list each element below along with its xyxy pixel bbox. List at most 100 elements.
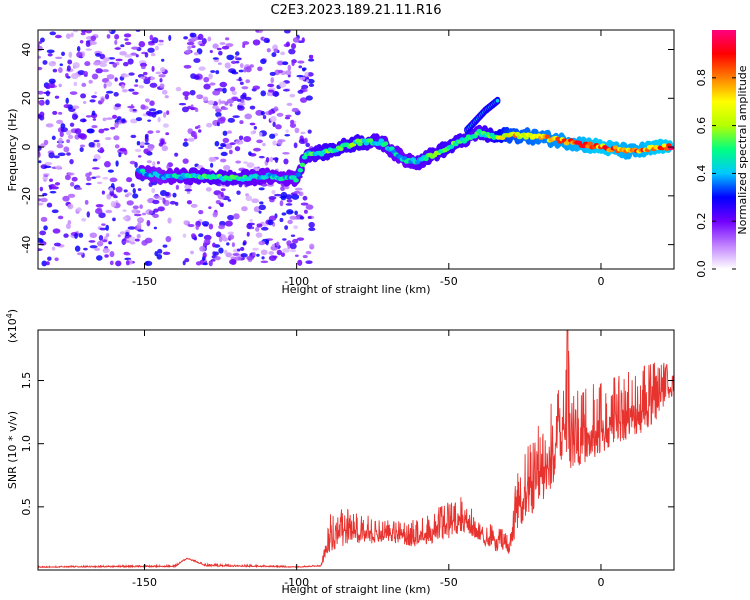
noise-speckle [219, 81, 228, 88]
noise-speckle [244, 66, 252, 73]
noise-speckle [96, 255, 103, 261]
noise-speckle [99, 62, 107, 68]
noise-speckle [76, 46, 81, 52]
noise-speckle [104, 254, 109, 258]
noise-speckle [142, 71, 148, 76]
noise-speckle [290, 119, 295, 125]
noise-speckle [49, 31, 57, 36]
ridge-core [299, 162, 306, 168]
ridge-core [337, 146, 344, 152]
noise-speckle [74, 128, 82, 135]
noise-speckle [43, 225, 48, 231]
noise-speckle [96, 240, 104, 247]
colorbar-tick-label: 0.0 [695, 260, 708, 278]
noise-speckle [159, 78, 163, 83]
spectrogram-frame [37, 29, 675, 270]
noise-speckle [271, 52, 277, 58]
noise-speckle [66, 139, 71, 144]
noise-speckle [292, 37, 300, 43]
noise-speckle [276, 112, 284, 117]
noise-speckle [165, 235, 172, 243]
noise-speckle [229, 86, 236, 92]
noise-speckle [178, 102, 187, 106]
noise-speckle [215, 108, 222, 113]
noise-speckle [226, 242, 230, 246]
snr-frame [37, 329, 675, 571]
noise-speckle [256, 139, 263, 144]
noise-speckle [250, 131, 256, 135]
noise-speckle [239, 120, 244, 125]
noise-speckle [187, 223, 195, 228]
noise-speckle [125, 260, 130, 266]
noise-speckle [132, 91, 139, 95]
noise-speckle [253, 206, 261, 213]
noise-speckle [273, 48, 279, 53]
noise-speckle [193, 74, 200, 80]
y-tick-label: -20 [20, 187, 33, 205]
noise-speckle [144, 98, 150, 103]
noise-speckle [80, 93, 87, 99]
noise-speckle [76, 51, 83, 58]
noise-speckle [59, 63, 64, 67]
noise-speckle [38, 113, 42, 119]
noise-speckle [48, 78, 56, 84]
noise-speckle [181, 106, 189, 113]
noise-speckle [228, 149, 233, 155]
noise-speckle [195, 261, 202, 266]
noise-speckle [259, 201, 264, 205]
noise-speckle [280, 195, 287, 201]
x-tick-label: -100 [284, 576, 309, 589]
noise-speckle [251, 198, 260, 204]
noise-speckle [104, 93, 110, 100]
noise-speckle [91, 73, 99, 80]
noise-speckle [132, 108, 137, 112]
noise-speckle [291, 107, 299, 113]
noise-speckle [88, 171, 92, 176]
noise-speckle [241, 86, 249, 90]
noise-speckle [151, 65, 155, 72]
noise-speckle [95, 203, 104, 208]
noise-speckle [159, 83, 165, 89]
noise-speckle [234, 146, 241, 152]
ridge-core [423, 156, 429, 162]
noise-speckle [152, 161, 156, 168]
noise-speckle [101, 78, 110, 83]
noise-speckle [258, 240, 266, 246]
noise-speckle [123, 74, 130, 78]
noise-speckle [128, 72, 135, 76]
noise-speckle [191, 45, 196, 49]
noise-speckle [43, 91, 51, 95]
noise-speckle [293, 142, 298, 149]
noise-speckle [125, 231, 130, 237]
noise-speckle [214, 140, 220, 147]
noise-speckle [287, 219, 293, 225]
noise-speckle [152, 199, 160, 205]
noise-speckle [244, 113, 252, 120]
y-tick-label: 0 [20, 144, 33, 151]
noise-speckle [103, 83, 107, 89]
noise-speckle [282, 88, 290, 92]
noise-speckle [44, 161, 53, 166]
noise-speckle [217, 62, 222, 65]
noise-speckle [253, 125, 257, 130]
noise-speckle [85, 30, 92, 34]
noise-speckle [89, 232, 98, 239]
noise-speckle [161, 145, 168, 152]
noise-speckle [53, 155, 60, 159]
noise-speckle [286, 102, 293, 107]
noise-speckle [183, 220, 189, 225]
noise-speckle [202, 252, 207, 259]
noise-speckle [222, 107, 229, 111]
noise-speckle [187, 137, 195, 142]
noise-speckle [224, 143, 233, 150]
noise-speckle [194, 107, 199, 113]
ridge-branch-core [495, 98, 500, 103]
noise-speckle [190, 131, 197, 138]
noise-speckle [155, 130, 161, 134]
ridge-core [389, 146, 395, 151]
noise-speckle [249, 122, 256, 126]
noise-speckle [255, 226, 260, 232]
noise-speckle [207, 100, 215, 105]
x-tick-label: 0 [597, 576, 604, 589]
noise-speckle [39, 186, 44, 192]
